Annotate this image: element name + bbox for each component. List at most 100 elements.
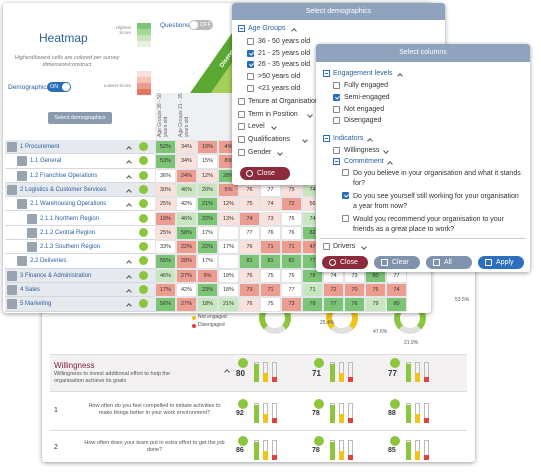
chevron[interactable] [361, 244, 367, 250]
row-label[interactable]: 2.1 Warehousing Operations [30, 201, 107, 208]
heatmap-cell: 34% [176, 140, 197, 155]
checkbox[interactable] [238, 123, 245, 131]
chevron[interactable] [397, 73, 403, 79]
collapse-icon[interactable] [323, 135, 330, 142]
questions-label: Questions [160, 22, 190, 29]
mini-bar [415, 451, 420, 460]
heatmap-cell: 77 [239, 225, 260, 241]
close-button[interactable]: Close [240, 167, 290, 180]
chevron[interactable] [307, 111, 313, 118]
chevron[interactable] [302, 137, 308, 143]
row-label[interactable]: 2 Logistics & Customer Services [20, 186, 107, 193]
option-label: Drivers [333, 243, 356, 250]
checkbox[interactable] [238, 110, 245, 118]
legend-dot [192, 316, 196, 320]
checkbox[interactable] [333, 93, 340, 101]
check-mark [334, 94, 340, 100]
option-label: Disengaged [344, 117, 382, 125]
mini-bar [348, 455, 353, 460]
close-icon [246, 170, 253, 177]
checkbox[interactable] [323, 243, 330, 250]
checkbox[interactable] [342, 215, 349, 222]
button-icon [381, 259, 388, 266]
checkbox[interactable] [342, 192, 349, 199]
mini-bar [406, 405, 411, 423]
row-background [5, 140, 155, 155]
heatmap-title: Heatmap [39, 31, 88, 45]
checkbox[interactable] [238, 148, 245, 156]
checkbox[interactable] [247, 73, 254, 81]
question-label: Do you believe in your organisation and … [353, 170, 521, 187]
org-icon [17, 256, 27, 267]
chevron[interactable] [367, 138, 373, 144]
chevron[interactable] [291, 28, 297, 34]
row-background [5, 197, 155, 212]
checkbox[interactable] [333, 105, 340, 113]
checkbox[interactable] [247, 49, 254, 57]
status-icon [238, 358, 248, 368]
columns-dropdown: Select columns Engagement levels Fully eng… [316, 44, 530, 272]
row-label[interactable]: 1 Procurement [20, 144, 60, 150]
checkbox[interactable] [333, 147, 340, 154]
mini-bar [263, 373, 268, 382]
row-label[interactable]: 4 Sales [20, 287, 41, 293]
score: 85 [388, 447, 396, 454]
heatmap-cell: 71 [260, 240, 281, 255]
action-button[interactable]: Close [322, 256, 368, 269]
checkbox[interactable] [342, 169, 349, 176]
heatmap-cell: 76 [281, 268, 302, 283]
heatmap-cell: 22% [197, 211, 218, 226]
checkbox[interactable] [247, 61, 254, 69]
status-icon [139, 156, 148, 166]
highest-label: Highest Score [115, 25, 131, 35]
option-label: Not engaged [344, 105, 385, 113]
questions-toggle[interactable]: OFF [189, 20, 213, 30]
question-number: 1 [54, 407, 58, 414]
heatmap-cell: 75 [239, 197, 260, 212]
row-background [5, 211, 155, 226]
checkbox[interactable] [333, 117, 340, 125]
checkbox[interactable] [238, 98, 245, 105]
row-label[interactable]: 1.1 General [30, 158, 62, 165]
chevron[interactable] [383, 148, 389, 154]
heatmap-cell: 17% [218, 240, 239, 255]
action-button[interactable]: Clear [374, 256, 420, 269]
checkbox[interactable] [247, 84, 254, 92]
checkbox[interactable] [333, 82, 340, 89]
checkbox[interactable] [238, 136, 245, 144]
heatmap-cell: 76 [239, 297, 260, 312]
heatmap-cell: 42% [176, 197, 197, 212]
heatmap-cell: 71 [281, 240, 302, 255]
heatmap-cell: 13% [218, 211, 239, 226]
heatmap-cell: 77 [281, 283, 302, 298]
mini-bar [415, 373, 420, 382]
action-button[interactable]: All [426, 256, 472, 269]
collapse-icon[interactable] [238, 25, 245, 32]
row-label[interactable]: 2.2 Deliveries [30, 258, 67, 265]
mini-bar [272, 418, 277, 423]
willingness-title: Willingness [54, 361, 95, 370]
heatmap-cell: 42% [176, 283, 197, 298]
minus [240, 28, 243, 29]
row-label[interactable]: 2.1.2 Central Region [40, 229, 96, 236]
row-label[interactable]: 5 Marketing [20, 301, 52, 308]
heatmap-cell: 73 [260, 211, 281, 226]
chevron[interactable] [277, 149, 283, 156]
status-icon [238, 399, 248, 409]
row-label[interactable]: 1.2 Franchise Operations [30, 172, 98, 179]
checkbox[interactable] [247, 38, 254, 45]
chevron[interactable] [387, 161, 393, 167]
select-demographics-button[interactable]: Select demographics [48, 112, 112, 124]
heatmap-cell: 76 [239, 182, 260, 198]
demographics-toggle[interactable]: ON [47, 82, 71, 92]
chevron[interactable] [271, 124, 277, 131]
row-label[interactable]: 3 Finance & Administration [20, 272, 92, 279]
collapse-icon[interactable] [323, 70, 330, 77]
action-button[interactable]: Apply [478, 256, 524, 269]
row-label[interactable]: 2.1.1 Northern Region [40, 215, 100, 222]
org-icon [7, 270, 17, 281]
row-label[interactable]: 2.1.3 Southern Region [40, 244, 101, 251]
legend-label: Not engaged [198, 314, 227, 320]
heatmap-cell: 77 [323, 297, 344, 312]
collapse-icon[interactable] [333, 158, 340, 165]
